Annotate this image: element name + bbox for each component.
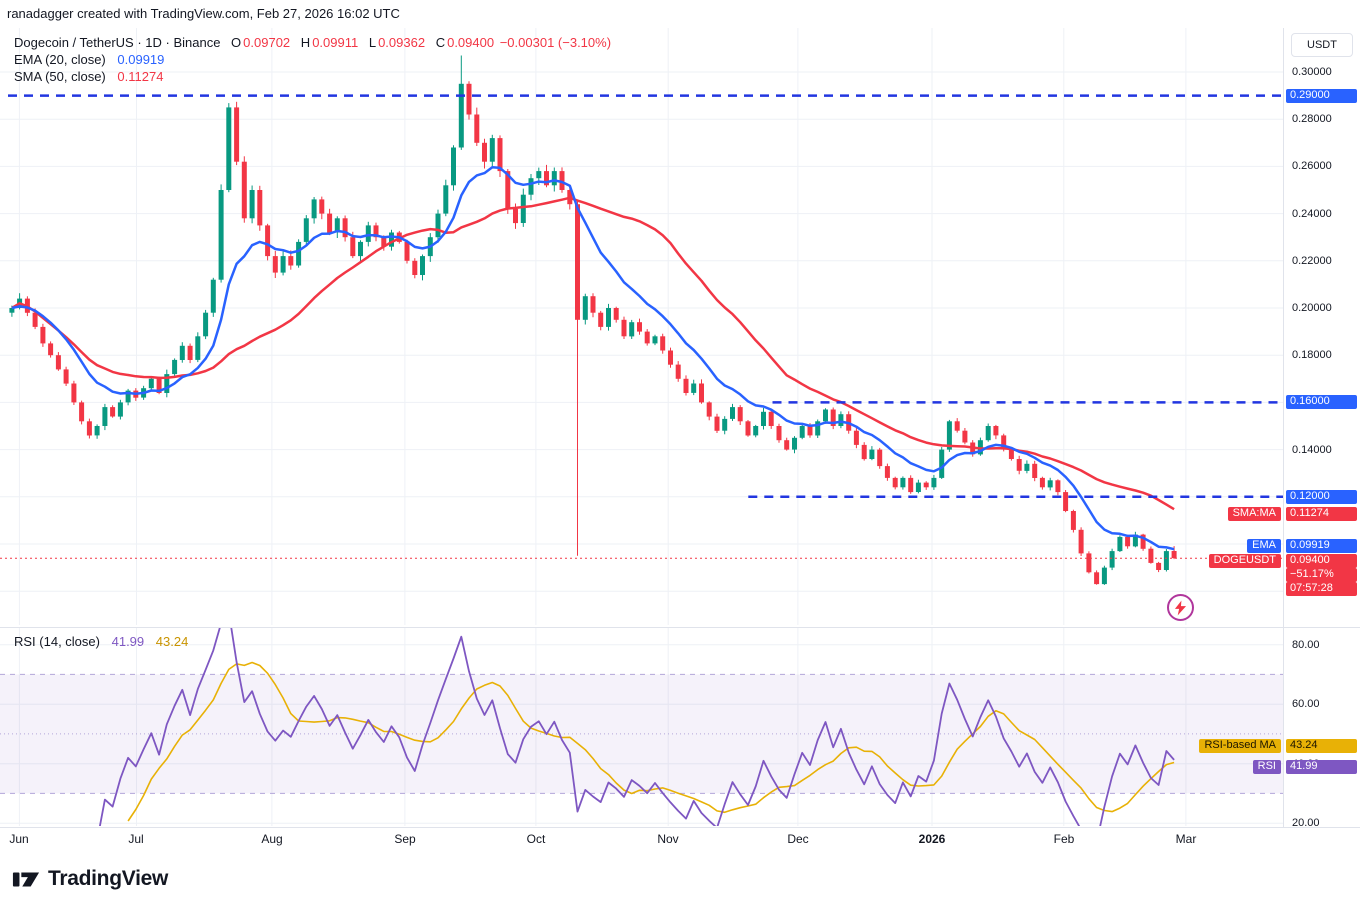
price-axis-label: 0.24000: [1292, 208, 1332, 220]
price-axis-label: 0.14000: [1292, 444, 1332, 456]
last-price-badge[interactable]: 0.09400: [1286, 554, 1357, 568]
close-label: C: [435, 35, 446, 50]
ema-legend-row[interactable]: EMA (20, close) 0.09919: [14, 51, 611, 68]
low-label: L: [368, 35, 377, 50]
lightning-bolt-icon: [1174, 600, 1187, 615]
low-value: 0.09362: [378, 35, 426, 50]
time-axis-label[interactable]: Nov: [657, 832, 679, 846]
time-axis-label[interactable]: Jun: [9, 832, 29, 846]
rsi-legend[interactable]: RSI (14, close) 41.99 43.24: [14, 633, 188, 650]
time-axis-label[interactable]: 2026: [918, 832, 946, 846]
bar-countdown-badge: 07:57:28: [1286, 582, 1357, 596]
ema-axis-badge[interactable]: 0.09919: [1286, 539, 1357, 553]
rsi-axis-badge[interactable]: 41.99: [1286, 760, 1357, 774]
axis-unit-button[interactable]: USDT: [1291, 33, 1353, 57]
price-axis-separator[interactable]: [1283, 28, 1284, 827]
price-axis-label: 0.22000: [1292, 255, 1332, 267]
price-axis-label: 0.18000: [1292, 349, 1332, 361]
rsi-ma-value: 43.24: [155, 634, 189, 649]
ema-value: 0.09919: [117, 52, 165, 67]
price-axis-label: 0.26000: [1292, 160, 1332, 172]
rsi-axis-label: 20.00: [1292, 817, 1320, 829]
level-badge-016[interactable]: 0.16000: [1286, 395, 1357, 409]
price-percent-badge: −51.17%: [1286, 568, 1357, 582]
time-axis-separator: [0, 827, 1360, 828]
price-axis-label: 0.20000: [1292, 302, 1332, 314]
tradingview-logo-icon: [12, 872, 40, 887]
ema-label: EMA (20, close): [14, 52, 106, 67]
open-value: 0.09702: [243, 35, 291, 50]
rsi-ma-axis-badge[interactable]: 43.24: [1286, 739, 1357, 753]
sma-value: 0.11274: [117, 69, 164, 84]
level-badge-029[interactable]: 0.29000: [1286, 89, 1357, 103]
sma-axis-pill[interactable]: SMA:MA: [1227, 507, 1281, 521]
symbol-axis-pill[interactable]: DOGEUSDT: [1208, 554, 1281, 568]
sma-legend-row[interactable]: SMA (50, close) 0.11274: [14, 68, 611, 85]
watermark-text: ranadagger created with TradingView.com,…: [7, 6, 400, 21]
time-axis-label[interactable]: Feb: [1053, 832, 1075, 846]
change-value: −0.00301 (−3.10%): [499, 35, 612, 50]
tradingview-logo[interactable]: TradingView: [12, 866, 168, 892]
price-axis-label: 0.30000: [1292, 66, 1332, 78]
rsi-axis-label: 80.00: [1292, 639, 1320, 651]
rsi-axis-pill[interactable]: RSI: [1252, 760, 1281, 774]
rsi-label: RSI (14, close): [14, 634, 100, 649]
close-value: 0.09400: [447, 35, 495, 50]
rsi-value: 41.99: [111, 634, 145, 649]
sma-label: SMA (50, close): [14, 69, 106, 84]
time-axis-label[interactable]: Sep: [394, 832, 416, 846]
flash-reaction-icon[interactable]: [1167, 594, 1194, 621]
level-badge-012[interactable]: 0.12000: [1286, 490, 1357, 504]
pane-separator[interactable]: [0, 627, 1360, 628]
high-label: H: [300, 35, 311, 50]
sma-axis-badge[interactable]: 0.11274: [1286, 507, 1357, 521]
symbol-legend-row[interactable]: Dogecoin / TetherUS · 1D · Binance O 0.09…: [14, 34, 611, 51]
symbol-title[interactable]: Dogecoin / TetherUS · 1D · Binance: [14, 35, 221, 50]
rsi-axis-label: 60.00: [1292, 698, 1320, 710]
time-axis-label[interactable]: Dec: [787, 832, 809, 846]
time-axis-label[interactable]: Jul: [128, 832, 144, 846]
high-value: 0.09911: [312, 35, 359, 50]
price-chart[interactable]: [0, 28, 1283, 625]
price-legend[interactable]: Dogecoin / TetherUS · 1D · Binance O 0.09…: [14, 34, 611, 85]
time-axis-label[interactable]: Aug: [261, 832, 283, 846]
rsi-chart[interactable]: [0, 628, 1283, 826]
open-label: O: [231, 35, 242, 50]
ema-axis-pill[interactable]: EMA: [1247, 539, 1281, 553]
time-axis-label[interactable]: Oct: [526, 832, 546, 846]
price-axis-label: 0.28000: [1292, 113, 1332, 125]
rsi-ma-axis-pill[interactable]: RSI-based MA: [1199, 739, 1281, 753]
tradingview-logo-text: TradingView: [48, 867, 169, 890]
time-axis-label[interactable]: Mar: [1175, 832, 1197, 846]
